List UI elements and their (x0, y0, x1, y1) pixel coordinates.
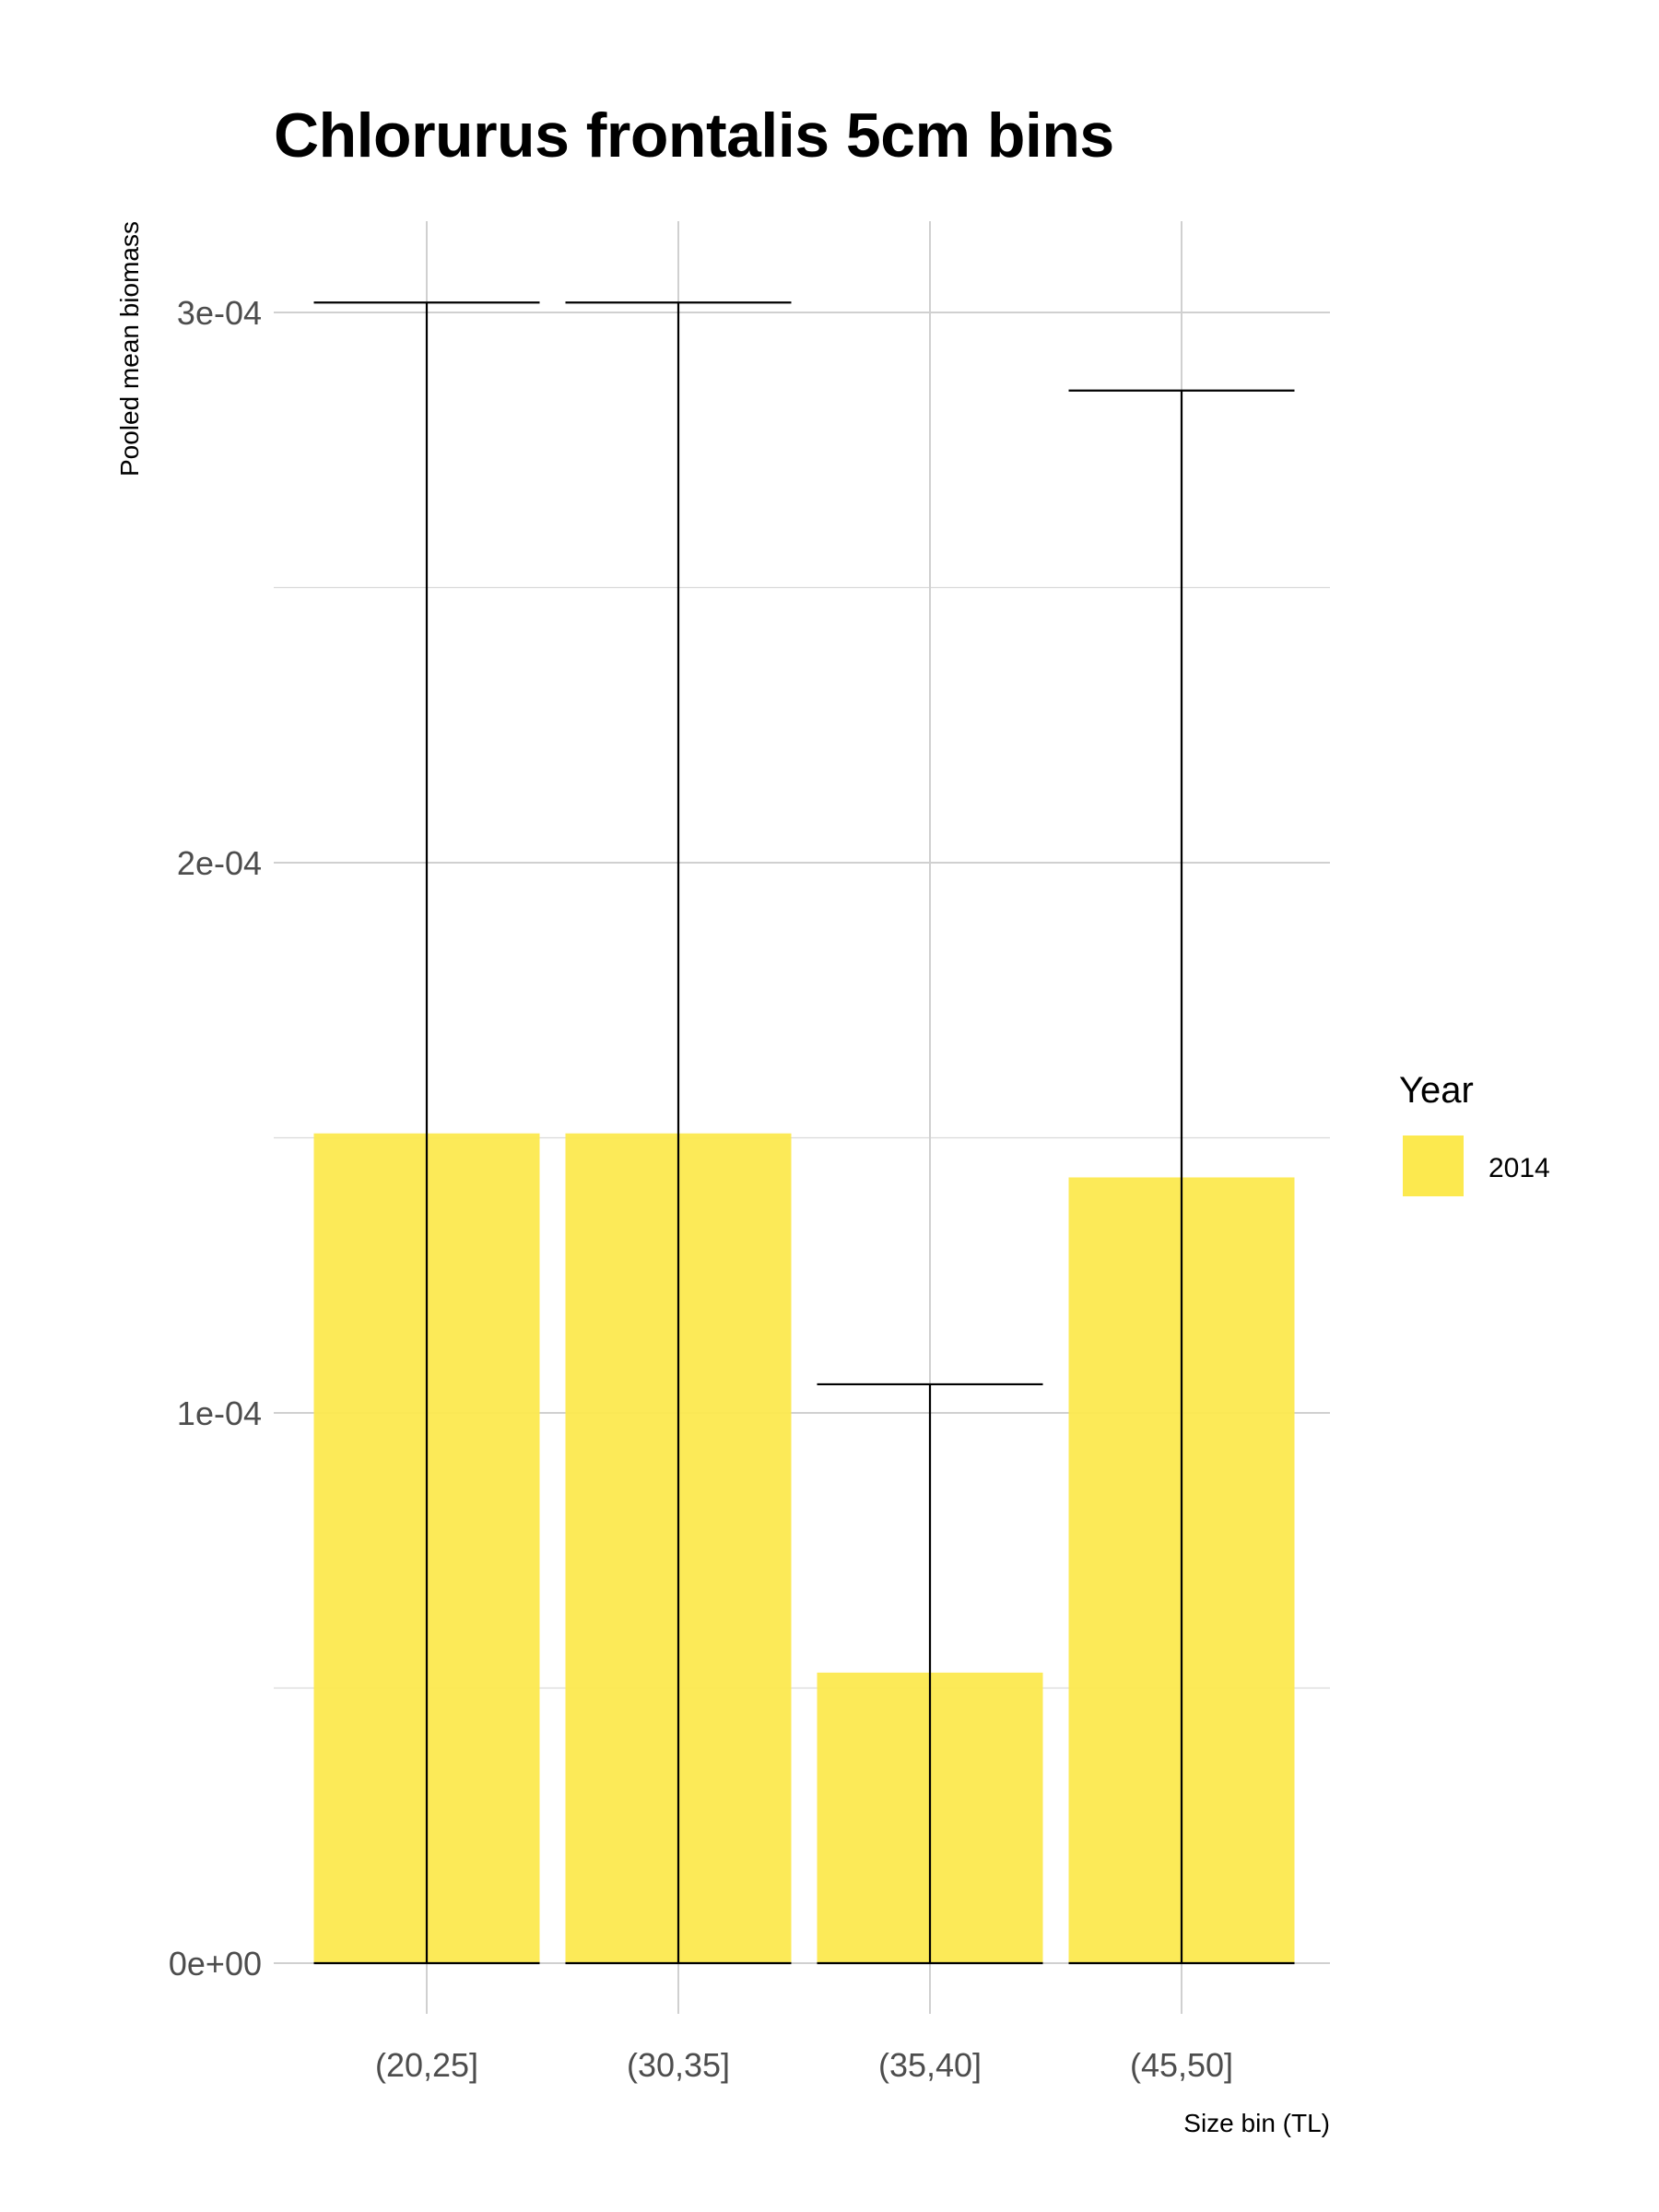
bars (313, 1133, 1295, 1963)
x-tick-label: (20,25] (375, 2046, 478, 2084)
legend-label: 2014 (1488, 1153, 1550, 1183)
error-bars (313, 301, 1295, 1965)
chart-title: Chlorurus frontalis 5cm bins (274, 100, 1114, 171)
y-tick-label: 0e+00 (169, 1945, 262, 1983)
legend-title: Year (1399, 1070, 1474, 1111)
x-axis-title: Size bin (TL) (1183, 2109, 1330, 2137)
y-axis-title: Pooled mean biomass (115, 221, 144, 477)
y-tick-label: 3e-04 (177, 294, 262, 332)
x-axis-tick-labels: (20,25] (30,35] (35,40] (45,50] (375, 2046, 1233, 2084)
y-tick-label: 1e-04 (177, 1394, 262, 1432)
x-tick-label: (35,40] (878, 2046, 982, 2084)
x-tick-label: (45,50] (1130, 2046, 1233, 2084)
legend-swatch (1403, 1135, 1464, 1196)
y-axis-tick-labels: 0e+00 1e-04 2e-04 3e-04 (169, 294, 262, 1983)
y-tick-label: 2e-04 (177, 844, 262, 882)
x-tick-label: (30,35] (627, 2046, 730, 2084)
legend: Year 2014 (1399, 1070, 1550, 1196)
